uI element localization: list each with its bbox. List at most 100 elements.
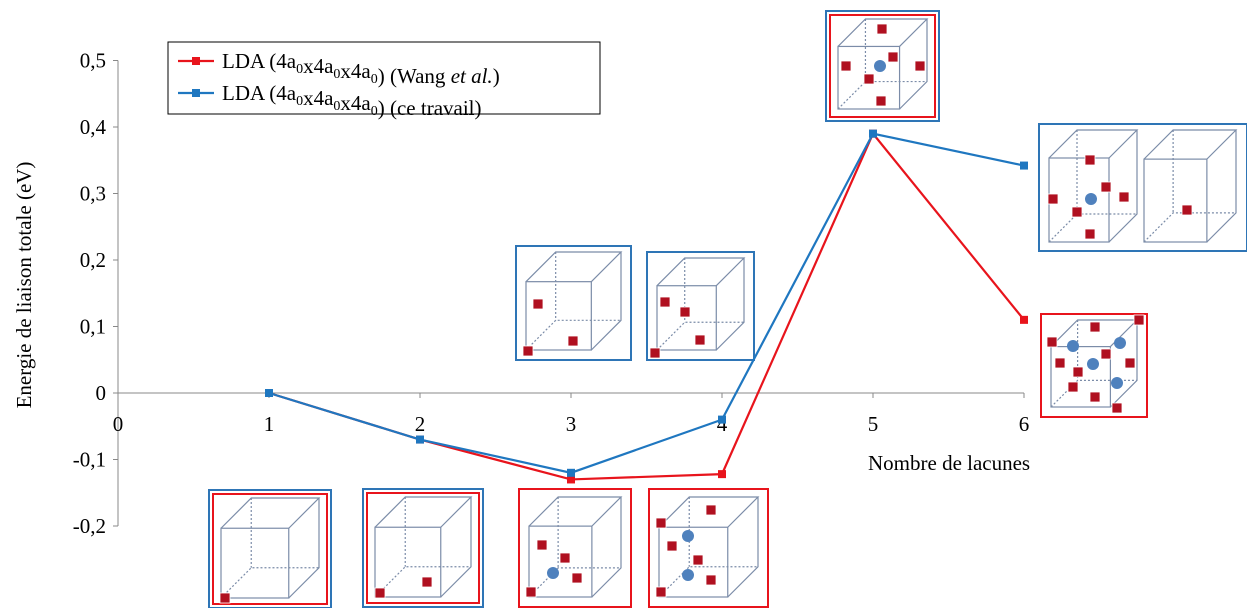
helium-marker	[1067, 340, 1079, 352]
y-tick-label: 0,4	[80, 115, 107, 139]
vacancy-marker	[571, 572, 583, 584]
x-tick-label: 0	[113, 412, 124, 436]
cube-top	[1050, 319, 1139, 348]
vacancy-marker	[532, 298, 544, 310]
inset-2-vacancies	[362, 488, 484, 608]
vacancy-marker	[525, 586, 537, 598]
axes: -0,2 -0,1 0 0,1 0,2 0,3 0,4 0,5 0 1 2 3 4 5 6	[73, 49, 1030, 539]
y-tick-label: -0,1	[73, 448, 106, 472]
inset-frame-inner	[829, 14, 936, 118]
legend-text: a	[324, 86, 334, 110]
vacancy-marker	[1118, 191, 1130, 203]
cube-hidden-bottom	[658, 566, 758, 598]
vacancy-marker	[559, 552, 571, 564]
legend-text: x4	[340, 59, 362, 83]
x-tick-label: 2	[415, 412, 426, 436]
vacancy-marker	[659, 296, 671, 308]
cube-top	[528, 496, 623, 527]
data-point	[567, 475, 575, 484]
x-tick-label: 5	[868, 412, 879, 436]
vacancy-marker	[536, 539, 548, 551]
cube-top	[656, 257, 746, 287]
y-axis-label: Energie de liaison totale (eV)	[12, 162, 36, 409]
data-point	[567, 468, 575, 477]
cube-front	[374, 526, 442, 598]
legend-label: LDA (4a0x4a0x4a0) (Wang et al.)	[222, 49, 500, 88]
legend-text: a	[361, 91, 371, 115]
vacancy-marker	[887, 51, 899, 63]
vacancy-marker	[1089, 321, 1101, 333]
vacancy-marker	[914, 60, 926, 72]
vacancy-marker	[705, 504, 717, 516]
x-tick-label: 1	[264, 412, 275, 436]
x-tick-label: 4	[717, 412, 728, 436]
cube-top	[220, 497, 321, 529]
vacancy-marker	[1067, 381, 1079, 393]
cube-front	[1050, 346, 1112, 408]
helium-marker	[1087, 358, 1099, 370]
helium-marker	[682, 569, 694, 581]
helium-marker	[874, 60, 886, 72]
cube-insets	[208, 10, 1247, 608]
cube-front	[656, 285, 717, 351]
legend-subscript: 0	[371, 104, 378, 119]
vacancy-marker	[649, 347, 661, 359]
series-line	[268, 132, 1025, 474]
vacancy-marker	[1100, 181, 1112, 193]
legend-text: ) (Wang	[378, 64, 451, 88]
legend-text: x4	[340, 91, 362, 115]
vacancy-marker	[1084, 228, 1096, 240]
inset-3-vacancies-blue	[515, 245, 632, 361]
vacancy-marker	[655, 586, 667, 598]
cube-side	[590, 252, 622, 351]
cube-hidden-bottom	[528, 567, 621, 598]
inset-4-vacancies-blue	[646, 251, 755, 361]
legend-text: LDA (4a	[222, 49, 297, 73]
vacancy-marker	[876, 23, 888, 35]
vacancy-marker	[863, 73, 875, 85]
legend-label: LDA (4a0x4a0x4a0) (ce travail)	[222, 81, 482, 120]
vacancy-marker	[1072, 366, 1084, 378]
cube-front	[1143, 158, 1208, 243]
vacancy-marker	[522, 345, 534, 357]
data-point	[1020, 161, 1028, 170]
legend-box	[167, 41, 601, 115]
x-tick-label: 6	[1019, 412, 1030, 436]
y-tick-label: 0,1	[80, 315, 106, 339]
helium-marker	[1111, 377, 1123, 389]
legend-text: ) (ce travail)	[378, 96, 482, 120]
vacancy-marker	[1111, 402, 1123, 414]
cube-side	[727, 497, 759, 598]
vacancy-marker	[219, 592, 231, 604]
cube-side	[288, 498, 320, 599]
cube-hidden-bottom	[1048, 213, 1137, 243]
y-tick-label: 0,5	[80, 49, 106, 73]
cube-front	[528, 525, 593, 598]
inset-frame-outer	[1038, 123, 1247, 252]
cube-top	[1048, 129, 1139, 159]
vacancy-marker	[567, 335, 579, 347]
legend-text: x4	[303, 86, 325, 110]
cube-top	[658, 496, 760, 528]
vacancy-marker	[875, 95, 887, 107]
cube-top	[525, 251, 623, 283]
vacancy-marker	[1071, 206, 1083, 218]
cube-top	[837, 18, 929, 47]
legend-subscript: 0	[371, 72, 378, 87]
inset-6-vacancies-blue	[1038, 123, 1247, 252]
legend-text: LDA (4a	[222, 81, 297, 105]
data-point	[416, 435, 424, 444]
helium-marker	[682, 530, 694, 542]
vacancy-marker	[1100, 348, 1112, 360]
legend-text: )	[493, 64, 500, 88]
inset-3-vacancies-red	[518, 488, 632, 608]
cube-front	[658, 526, 729, 598]
vacancy-marker	[705, 574, 717, 586]
y-tick-label: -0,2	[73, 514, 106, 538]
vacancy-marker	[1089, 391, 1101, 403]
vacancy-marker	[421, 576, 433, 588]
vacancy-marker	[679, 306, 691, 318]
vacancy-marker	[1046, 336, 1058, 348]
vacancy-marker	[1047, 193, 1059, 205]
legend-marker	[192, 57, 200, 65]
